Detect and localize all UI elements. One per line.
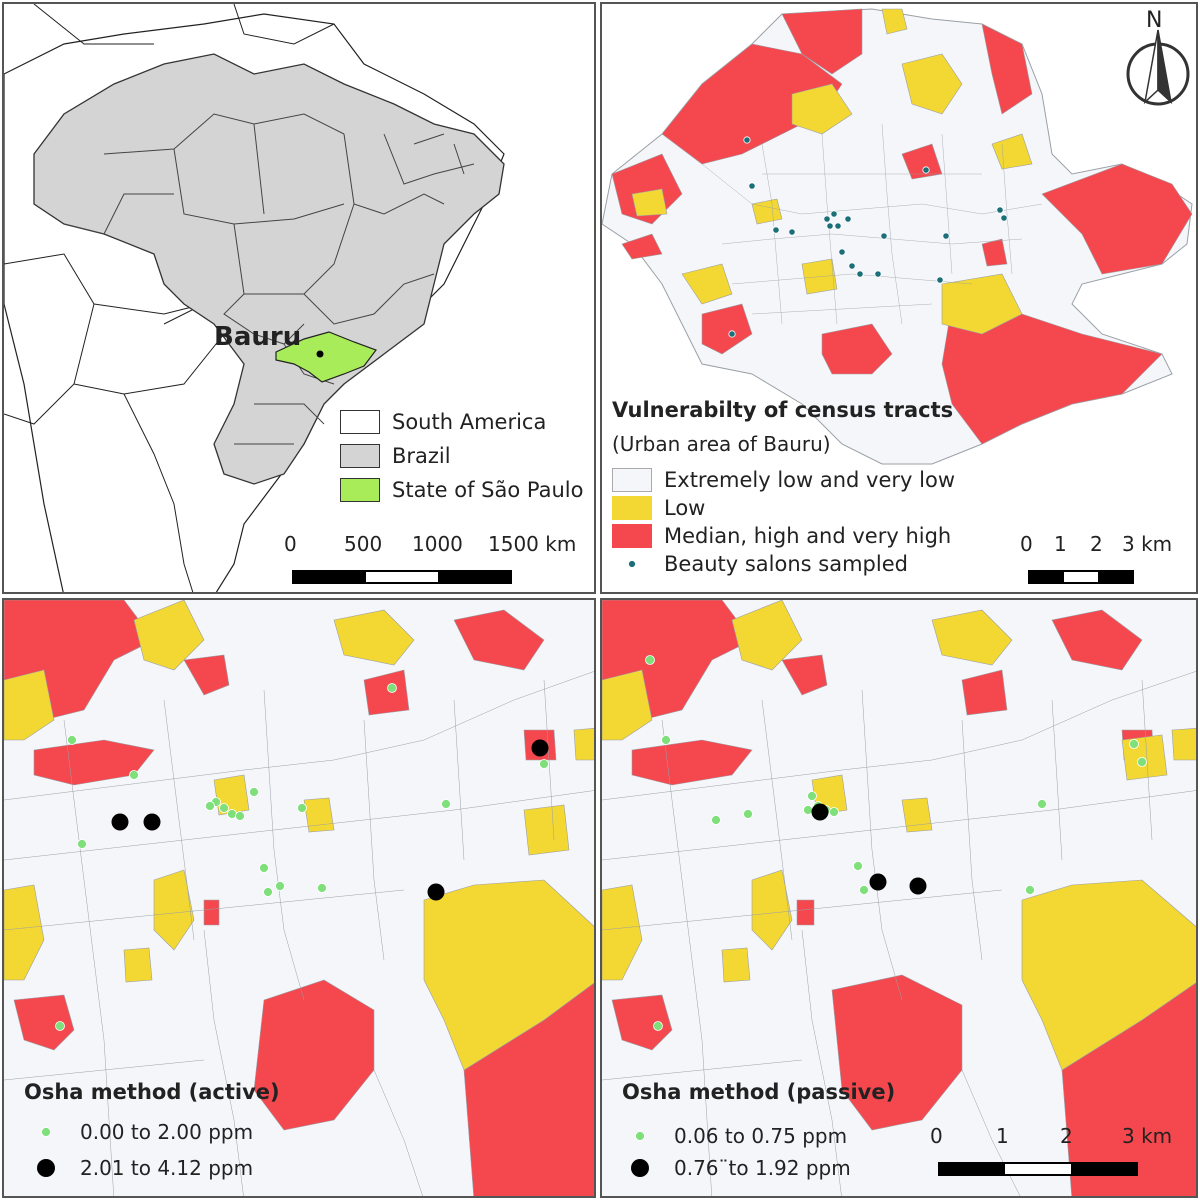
legend-subtitle: (Urban area of Bauru) (612, 432, 831, 456)
scale-bar (292, 570, 512, 584)
scale-tick: 3 km (1122, 1124, 1173, 1148)
legend-marker-small (34, 1120, 58, 1144)
legend-item-salons: Beauty salons sampled (612, 552, 908, 576)
legend-label: State of São Paulo (392, 478, 584, 502)
legend-title: Osha method (passive) (622, 1080, 896, 1104)
scale-bar (1028, 570, 1134, 584)
scale-tick: 0 (1020, 532, 1033, 556)
legend-title: Osha method (active) (24, 1080, 280, 1104)
scale-bar (938, 1162, 1138, 1176)
legend-item-extremely-low: Extremely low and very low (612, 468, 955, 492)
legend-item-high-ppm: 2.01 to 4.12 ppm (34, 1156, 253, 1180)
legend-item-low-ppm: 0.06 to 0.75 ppm (628, 1124, 847, 1148)
legend-label: 2.01 to 4.12 ppm (80, 1156, 254, 1180)
vulnerability-map-canvas (602, 8, 1193, 465)
legend-label: Extremely low and very low (664, 468, 955, 492)
legend-swatch-salon-dot (612, 552, 652, 576)
scale-tick: 0 (284, 532, 297, 556)
osha-passive-map-canvas (602, 600, 1196, 1196)
legend-item-median-high: Median, high and very high (612, 524, 951, 548)
vulnerability-map-panel: N Vulnerabilty of census tracts (Urban a… (600, 2, 1198, 594)
scale-tick: 1 (996, 1124, 1009, 1148)
legend-swatch-brazil (340, 444, 380, 468)
legend-label: Beauty salons sampled (664, 552, 908, 576)
legend-swatch-extremely-low (612, 468, 652, 492)
legend-item-south-america: South America (340, 410, 546, 434)
city-label-bauru: Bauru (214, 322, 302, 352)
legend-item-sao-paulo: State of São Paulo (340, 478, 583, 502)
brazil-area (33, 53, 505, 485)
osha-active-map-panel: Osha method (active) 0.00 to 2.00 ppm 2.… (2, 598, 596, 1198)
scale-tick: 0 (930, 1124, 943, 1148)
legend-marker-big (34, 1156, 58, 1180)
scale-tick: 2 (1090, 532, 1103, 556)
sao-paulo-state (275, 331, 377, 383)
scale-tick: 2 (1060, 1124, 1073, 1148)
osha-passive-map-panel: Osha method (passive) 0.06 to 0.75 ppm 0… (600, 598, 1198, 1198)
legend-item-brazil: Brazil (340, 444, 451, 468)
scale-tick: 3 km (1122, 532, 1173, 556)
legend-label: 0.06 to 0.75 ppm (674, 1124, 848, 1148)
legend-label: 0.00 to 2.00 ppm (80, 1120, 254, 1144)
legend-marker-small (628, 1124, 652, 1148)
scale-tick: 1000 (412, 532, 463, 556)
overview-map-panel: Bauru South America Brazil State of São … (2, 2, 596, 594)
north-arrow-icon (1126, 29, 1190, 106)
legend-label: Brazil (392, 444, 451, 468)
overview-map-canvas (4, 4, 505, 592)
legend-label: 0.76¨to 1.92 ppm (674, 1156, 851, 1180)
scale-tick: 1500 km (488, 532, 577, 556)
north-label: N (1146, 8, 1163, 33)
bauru-location-marker (316, 350, 324, 358)
legend-item-low-ppm: 0.00 to 2.00 ppm (34, 1120, 253, 1144)
legend-item-low: Low (612, 496, 705, 520)
osha-active-map-canvas (4, 600, 594, 1196)
legend-label: Median, high and very high (664, 524, 952, 548)
legend-swatch-south-america (340, 410, 380, 434)
legend-item-high-ppm: 0.76¨to 1.92 ppm (628, 1156, 851, 1180)
legend-marker-big (628, 1156, 652, 1180)
legend-label: South America (392, 410, 547, 434)
legend-title: Vulnerabilty of census tracts (612, 398, 954, 422)
legend-swatch-median-high (612, 524, 652, 548)
legend-swatch-low (612, 496, 652, 520)
legend-swatch-sao-paulo (340, 478, 380, 502)
legend-label: Low (664, 496, 706, 520)
scale-tick: 500 (344, 532, 383, 556)
scale-tick: 1 (1054, 532, 1067, 556)
